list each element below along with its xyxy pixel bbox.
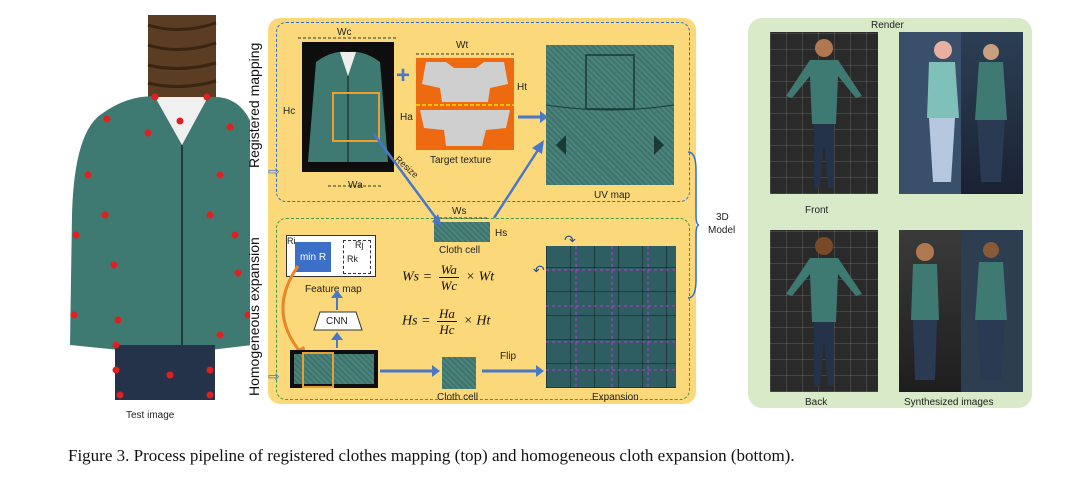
back-label: Back bbox=[805, 397, 828, 408]
hs-label: Hs bbox=[495, 228, 508, 239]
homogeneous-expansion-region bbox=[276, 218, 690, 400]
patch-box bbox=[302, 352, 334, 388]
orange-curve-arrow bbox=[281, 265, 308, 358]
test-image-label: Test image bbox=[126, 410, 175, 421]
selected-patch-box bbox=[332, 92, 380, 142]
test-image-figure bbox=[70, 15, 252, 400]
ws-label: Ws bbox=[452, 206, 467, 217]
ri-label: Ri bbox=[287, 236, 296, 246]
synth-image-2 bbox=[899, 230, 1023, 392]
keypoints bbox=[70, 93, 252, 399]
hoodie bbox=[70, 96, 252, 375]
uv-map-label: UV map bbox=[594, 190, 631, 201]
flip-arrow bbox=[482, 365, 544, 377]
uv-map-image bbox=[545, 45, 675, 185]
flow-arrows bbox=[372, 133, 544, 226]
front-render-image bbox=[770, 32, 878, 194]
flip-label: Flip bbox=[500, 351, 517, 362]
registered-mapping-region bbox=[276, 22, 690, 202]
hs-equation: Hs = Ha Hc × Ht bbox=[402, 306, 491, 337]
cnn-label: CNN bbox=[326, 316, 348, 327]
target-texture-image bbox=[416, 58, 514, 150]
front-label: Front bbox=[805, 205, 829, 216]
plus-sign: + bbox=[396, 62, 411, 89]
arrow-to-cloth-cell bbox=[380, 365, 440, 377]
target-texture-label: Target texture bbox=[430, 155, 492, 166]
expansion-label: Expansion bbox=[592, 392, 639, 403]
rj-box bbox=[343, 240, 371, 274]
ha-label: Ha bbox=[400, 112, 413, 123]
homogeneous-expansion-label: Homogeneous expansion bbox=[246, 237, 262, 396]
ht-label: Ht bbox=[517, 82, 527, 93]
cropped-cloth-image bbox=[302, 42, 394, 172]
cloth-cell-bottom-label: Cloth cell bbox=[437, 392, 479, 403]
patch-strip-image bbox=[290, 350, 378, 388]
wc-label: Wc bbox=[337, 27, 352, 38]
3d-model-label-line2: Model bbox=[708, 225, 736, 236]
wc-dimension bbox=[298, 37, 396, 39]
expansion-image bbox=[546, 246, 676, 388]
synth-image-1 bbox=[899, 32, 1023, 194]
feature-map: min R Ri Rj Rk bbox=[286, 235, 376, 277]
rk-label: Rk bbox=[347, 254, 358, 264]
bracket bbox=[687, 151, 700, 299]
wt-label: Wt bbox=[456, 40, 469, 51]
feature-map-label: Feature map bbox=[305, 284, 362, 295]
rotate-arrow-top: ↷ bbox=[564, 232, 576, 248]
cloth-cell-top-label: Cloth cell bbox=[439, 245, 481, 256]
cloth-cell-top bbox=[434, 222, 490, 242]
arrow-to-uv-map bbox=[518, 111, 548, 123]
figure-caption: Figure 3. Process pipeline of registered… bbox=[68, 446, 795, 465]
rj-label: Rj bbox=[355, 240, 364, 250]
render-label: Render bbox=[871, 20, 904, 31]
cloth-cell-bottom bbox=[442, 357, 476, 389]
cnn-block bbox=[313, 311, 363, 331]
min-r-box: min R bbox=[295, 242, 331, 272]
back-render-image bbox=[770, 230, 878, 392]
registered-mapping-label: Registered mapping bbox=[246, 42, 262, 168]
input-arrow-top: ⇨ bbox=[268, 163, 280, 179]
input-arrow-bottom: ⇨ bbox=[268, 368, 280, 384]
synthesized-images-label: Synthesized images bbox=[904, 397, 994, 408]
test-image bbox=[60, 15, 252, 400]
3d-model-label-line1: 3D bbox=[716, 212, 729, 223]
rotate-arrow-left: ↶ bbox=[533, 262, 545, 278]
ws-equation: Ws = Wa Wc × Wt bbox=[402, 262, 495, 293]
jeans bbox=[115, 345, 215, 400]
hc-label: Hc bbox=[283, 106, 296, 117]
